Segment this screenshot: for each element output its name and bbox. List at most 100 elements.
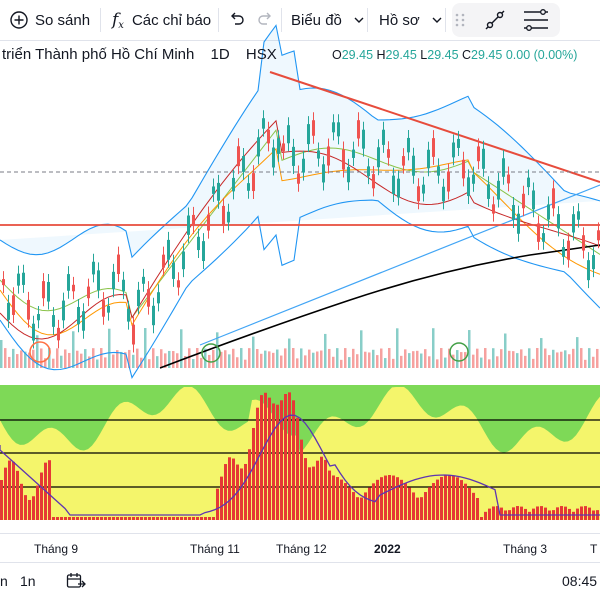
volume-bar — [200, 357, 203, 368]
compare-button[interactable]: So sánh — [10, 6, 90, 34]
histogram-bar — [428, 487, 431, 520]
candle-body — [427, 149, 430, 169]
volume-bar — [392, 358, 395, 368]
volume-bar — [240, 348, 243, 368]
volume-bar — [452, 354, 455, 368]
volume-bar — [548, 355, 551, 368]
histogram-bar — [560, 506, 563, 520]
fib-retracement-icon — [524, 9, 548, 31]
candle-body — [372, 174, 375, 189]
candle-body — [72, 284, 75, 292]
histogram-bar — [348, 487, 351, 520]
candle-body — [402, 156, 405, 166]
histogram-bar — [392, 475, 395, 520]
drag-handle[interactable] — [454, 6, 466, 34]
volume-bar — [256, 349, 259, 368]
volume-bar — [540, 338, 543, 368]
histogram-bar — [232, 458, 235, 520]
trend-line-tool[interactable] — [482, 6, 508, 34]
histogram-bar — [92, 517, 95, 520]
volume-bar — [484, 348, 487, 368]
histogram-bar — [160, 517, 163, 520]
histogram-bar — [104, 517, 107, 520]
volume-bar — [348, 357, 351, 368]
volume-bar — [508, 350, 511, 368]
volume-bar — [152, 348, 155, 368]
volume-bar — [408, 353, 411, 368]
histogram-bar — [488, 508, 491, 520]
volume-bar — [44, 358, 47, 368]
histogram-bar — [96, 517, 99, 520]
histogram-bar — [532, 508, 535, 520]
histogram-bar — [480, 517, 483, 520]
price-pane — [0, 24, 600, 379]
redo-button[interactable] — [256, 6, 274, 34]
histogram-bar — [156, 517, 159, 520]
volume-bar — [524, 355, 527, 368]
chart-type-dropdown[interactable]: Biểu đồ — [291, 6, 366, 34]
candle-body — [512, 205, 515, 220]
change-value: 0.00 (0.00%) — [505, 48, 578, 62]
histogram-bar — [84, 517, 87, 520]
symbol-legend[interactable]: triển Thành phố Hồ Chí Minh 1D HSX — [2, 46, 277, 68]
histogram-bar — [200, 517, 203, 520]
range-button[interactable]: n — [0, 573, 8, 589]
price-chart[interactable] — [0, 0, 600, 533]
candle-body — [57, 327, 60, 341]
candle-body — [347, 166, 350, 183]
volume-bar — [560, 351, 563, 368]
volume-bar — [324, 333, 327, 368]
histogram-bar — [356, 497, 359, 520]
histogram-bar — [512, 507, 515, 520]
volume-bar — [584, 359, 587, 368]
volume-bar — [196, 348, 199, 368]
volume-bar — [456, 350, 459, 368]
histogram-bar — [496, 506, 499, 520]
volume-bar — [116, 350, 119, 368]
range-button[interactable]: 1n — [20, 573, 36, 589]
profile-dropdown[interactable]: Hồ sơ — [379, 6, 444, 34]
candle-body — [82, 311, 85, 331]
candle-body — [162, 254, 165, 268]
toolbar-divider — [445, 8, 446, 32]
histogram-bar — [220, 476, 223, 520]
volume-bar — [596, 348, 599, 368]
candle-body — [242, 156, 245, 172]
candle-body — [392, 175, 395, 195]
volume-bar — [440, 348, 443, 368]
candle-body — [112, 271, 115, 290]
candle-body — [167, 239, 170, 260]
volume-bar — [288, 338, 291, 368]
undo-button[interactable] — [228, 6, 246, 34]
volume-bar — [580, 348, 583, 368]
candle-body — [352, 149, 355, 158]
histogram-bar — [256, 407, 259, 520]
candle-body — [437, 166, 440, 176]
fib-tool[interactable] — [522, 6, 550, 34]
candle-body — [182, 251, 185, 270]
candle-body — [152, 305, 155, 326]
candle-body — [267, 129, 270, 144]
histogram-bar — [492, 506, 495, 520]
time-axis[interactable]: Tháng 9 Tháng 11 Tháng 12 2022 Tháng 3 T — [0, 533, 600, 562]
volume-bar — [220, 351, 223, 368]
indicators-button[interactable]: fx Các chỉ báo — [112, 6, 211, 34]
volume-bar — [24, 351, 27, 368]
goto-date-button[interactable] — [66, 572, 86, 593]
histogram-bar — [424, 492, 427, 520]
histogram-bar — [484, 511, 487, 520]
candle-body — [122, 279, 125, 292]
histogram-bar — [364, 492, 367, 520]
volume-bar — [316, 351, 319, 368]
volume-bar — [416, 350, 419, 368]
candle-body — [452, 142, 455, 158]
open-key: O — [332, 48, 342, 62]
volume-bar — [360, 330, 363, 368]
volume-bar — [60, 355, 63, 368]
histogram-bar — [216, 488, 219, 520]
volume-bar — [468, 330, 471, 368]
signal-marker — [449, 342, 469, 362]
candle-body — [507, 174, 510, 184]
candle-body — [42, 281, 45, 299]
candle-body — [332, 122, 335, 133]
